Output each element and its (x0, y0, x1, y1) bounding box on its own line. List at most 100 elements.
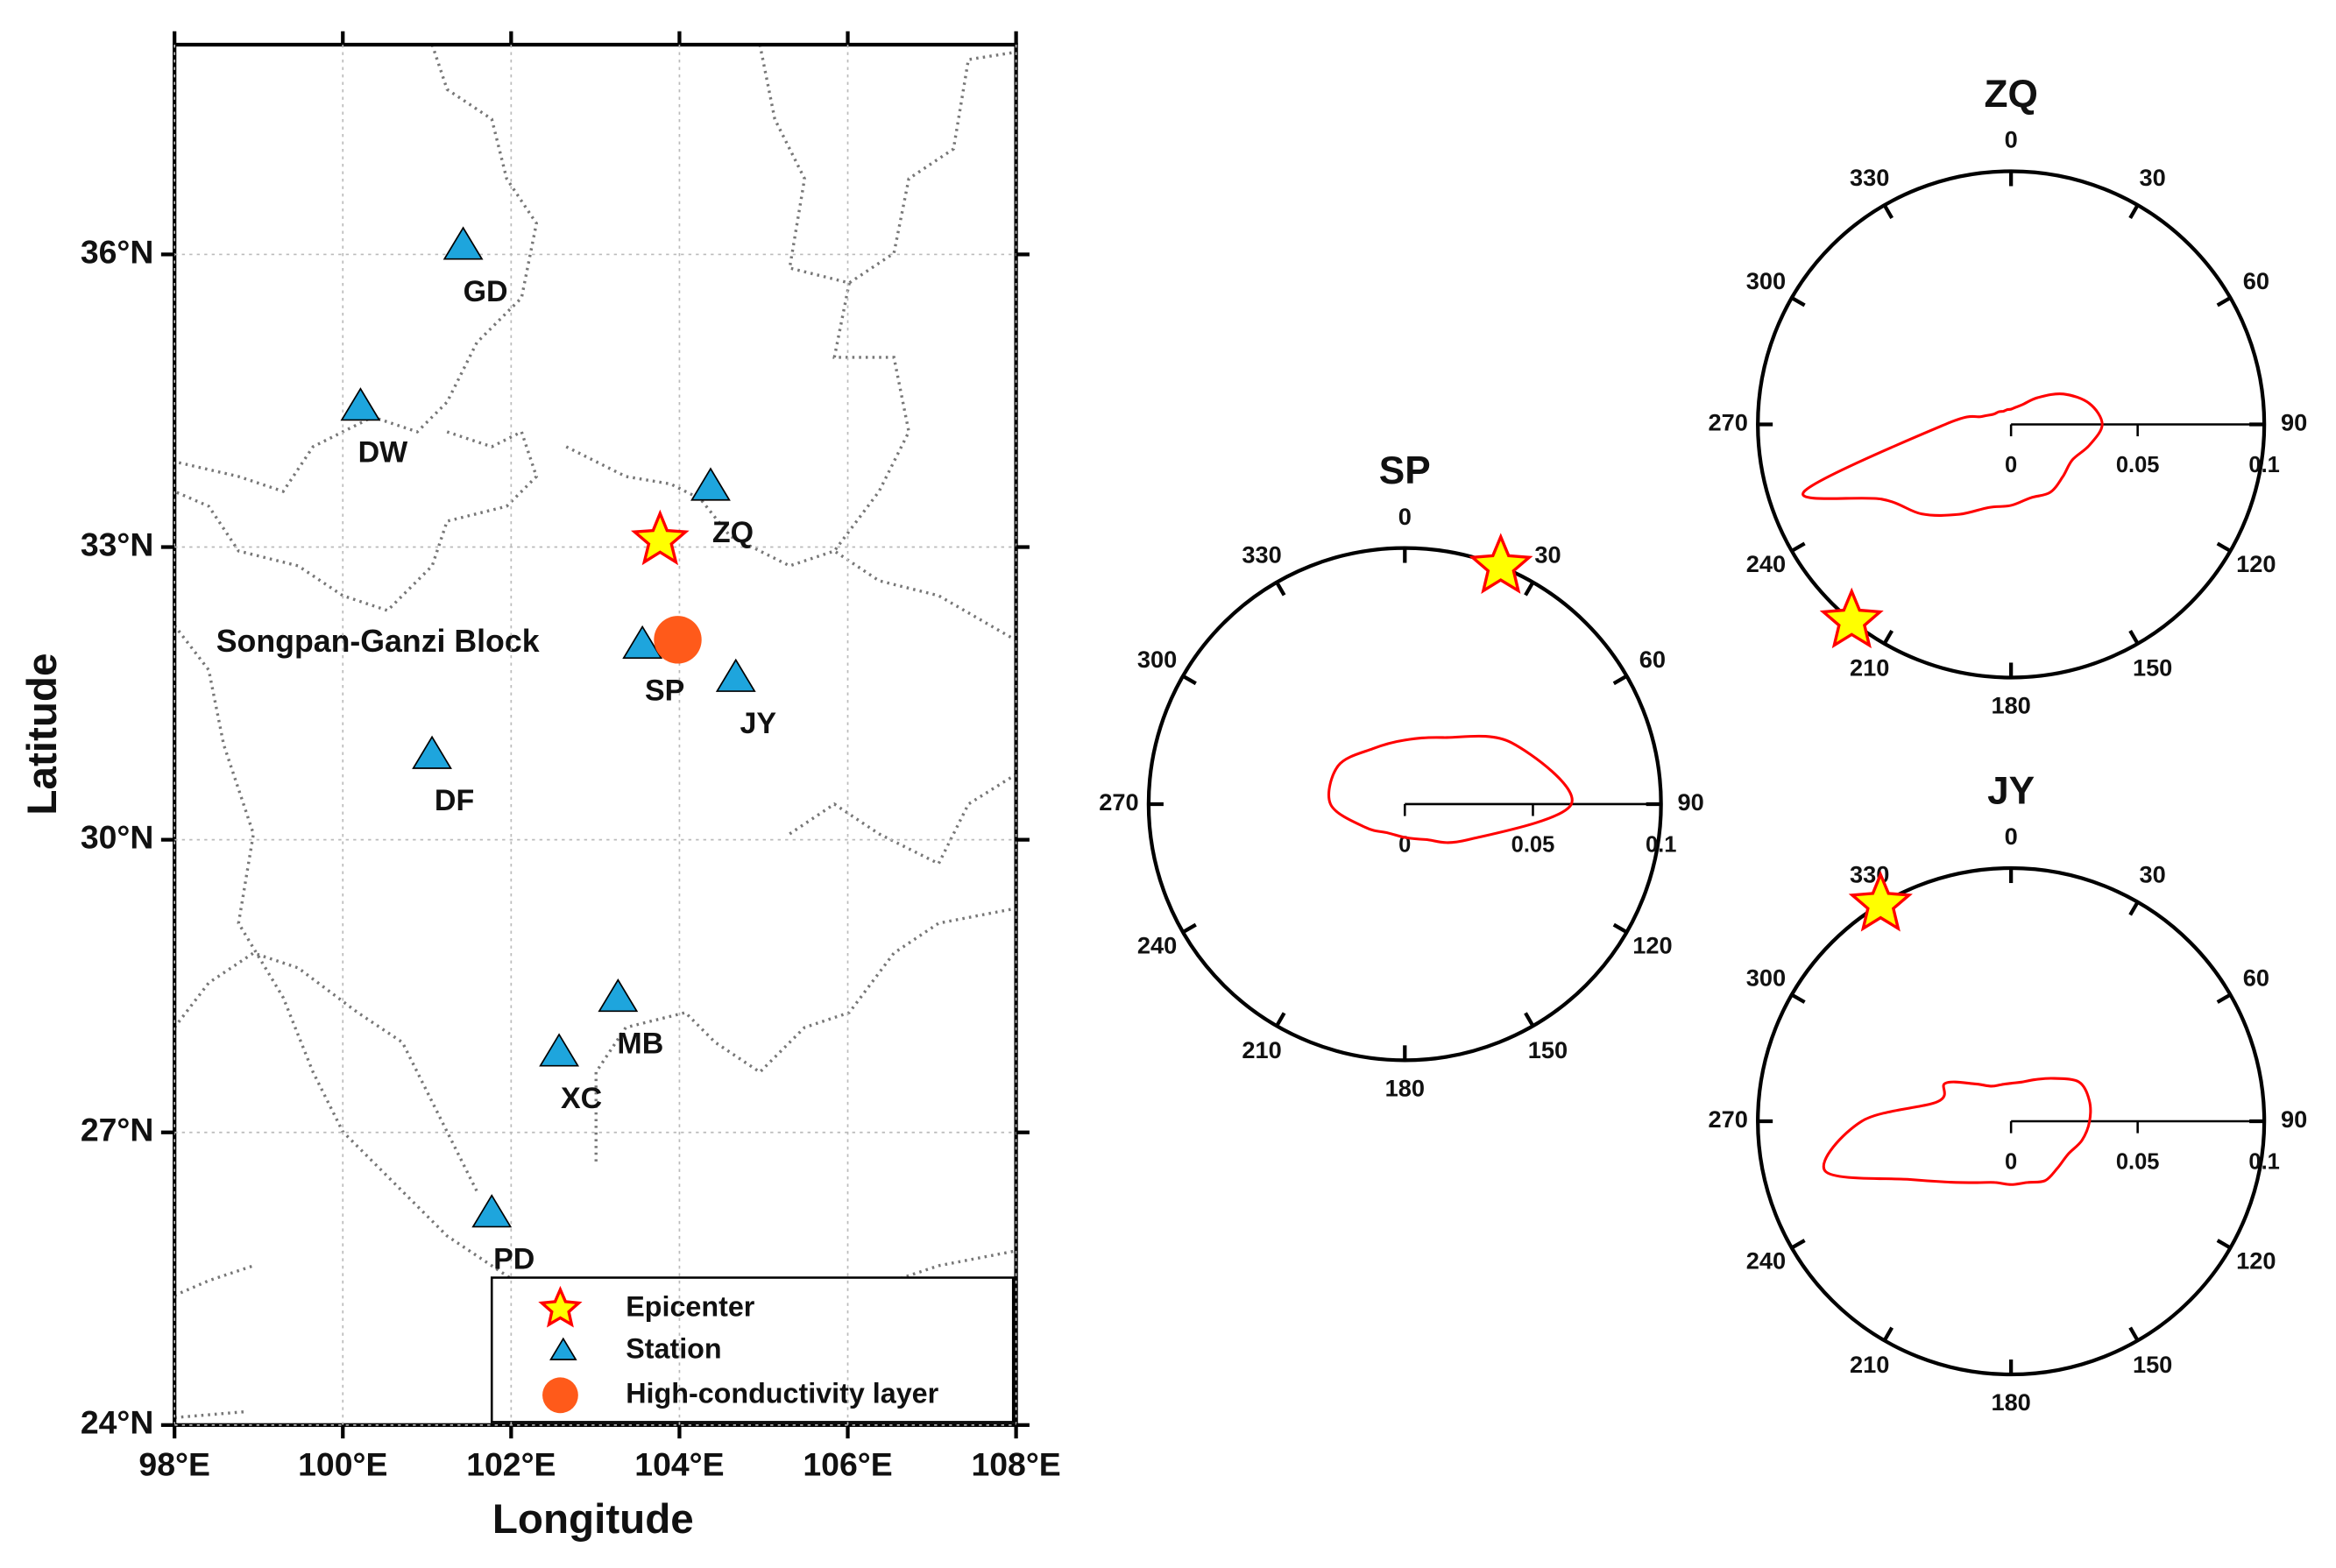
station-label: PD (493, 1243, 534, 1276)
radiation-pattern (1802, 392, 2104, 517)
angle-tick-label: 150 (1528, 1036, 1568, 1063)
angle-tick (1275, 1012, 1286, 1028)
x-axis-label: Longitude (492, 1496, 694, 1543)
angle-tick-label: 240 (1137, 931, 1177, 958)
angle-tick-label: 60 (2243, 964, 2269, 992)
x-tick-label: 108°E (971, 1445, 1060, 1482)
angle-tick-label: 210 (1850, 1351, 1889, 1378)
angle-tick-label: 30 (1534, 540, 1561, 568)
radial-tick-label: 0.1 (2248, 1149, 2279, 1174)
high-conductivity-layer (654, 616, 702, 664)
station (715, 658, 756, 692)
angle-tick (1275, 581, 1286, 597)
radial-tick-label: 0 (2005, 453, 2017, 477)
angle-tick-label: 330 (1242, 540, 1281, 568)
angle-tick-label: 120 (1632, 931, 1672, 958)
station-label: DF (435, 784, 474, 817)
angle-tick-label: 90 (1678, 788, 1704, 816)
y-tick-label: 30°N (81, 818, 154, 855)
epicenter-direction (1469, 533, 1533, 594)
angle-tick-label: 90 (2281, 409, 2307, 436)
angle-tick (1182, 922, 1197, 934)
angle-tick-label: 150 (2133, 653, 2172, 681)
station-label: DW (358, 436, 409, 470)
angle-tick-label: 330 (1850, 164, 1889, 191)
angle-tick (2216, 541, 2232, 553)
angle-tick-label: 300 (1746, 267, 1786, 294)
epicenter-direction (1848, 870, 1913, 932)
province-borders (174, 44, 1016, 1420)
angle-tick-label: 30 (2140, 861, 2166, 888)
station-label: JY (740, 707, 776, 740)
angle-tick (1524, 581, 1535, 597)
angle-tick-label: 210 (1242, 1036, 1281, 1063)
angle-tick-label: 0 (2005, 126, 2018, 153)
region-label: Songpan-Ganzi Block (216, 624, 540, 659)
legend-station-icon (549, 1337, 577, 1360)
radial-tick-label: 0 (2005, 1149, 2017, 1174)
angle-tick (1182, 674, 1197, 686)
angle-tick-label: 0 (1398, 503, 1412, 530)
angle-tick-label: 0 (2005, 823, 2018, 850)
y-tick-label: 27°N (81, 1112, 154, 1148)
polar-title: SP (1379, 449, 1431, 492)
station (539, 1033, 580, 1067)
station (442, 226, 484, 260)
legend-label: Station (626, 1332, 721, 1364)
angle-tick-label: 180 (1991, 1388, 2030, 1416)
angle-tick-label: 30 (2140, 164, 2166, 191)
radial-tick-label: 0.05 (2116, 1149, 2160, 1174)
x-tick-label: 100°E (298, 1445, 387, 1482)
angle-tick (1612, 674, 1628, 686)
station-label: XC (561, 1082, 602, 1115)
x-tick-label: 102°E (466, 1445, 556, 1482)
angle-tick-label: 270 (1708, 409, 1747, 436)
radial-tick-label: 0.05 (1511, 832, 1555, 857)
station-label: SP (645, 674, 684, 707)
angle-tick-label: 300 (1137, 646, 1177, 673)
angle-tick (1612, 922, 1628, 934)
polar-title: ZQ (1984, 73, 2037, 116)
angle-tick-label: 60 (1639, 646, 1666, 673)
angle-tick (1882, 629, 1894, 645)
angle-tick (1524, 1012, 1535, 1028)
radial-tick-label: 0.1 (1646, 832, 1676, 857)
angle-tick-label: 180 (1991, 692, 2030, 719)
angle-tick-label: 300 (1746, 964, 1786, 992)
angle-tick-label: 240 (1746, 1247, 1786, 1275)
map-frame (173, 42, 1018, 1427)
angle-tick (2216, 1239, 2232, 1250)
angle-tick-label: 60 (2243, 267, 2269, 294)
legend-epicenter-icon (538, 1285, 583, 1328)
epicenter (631, 509, 690, 566)
angle-tick (1882, 1326, 1894, 1342)
angle-tick (1790, 296, 1806, 307)
y-axis-label: Latitude (19, 653, 66, 816)
station-label: MB (617, 1027, 663, 1060)
y-tick-label: 24°N (81, 1404, 154, 1441)
x-tick-label: 104°E (634, 1445, 724, 1482)
station (471, 1194, 513, 1228)
x-tick-label: 106°E (803, 1445, 892, 1482)
angle-tick (2216, 296, 2232, 307)
radial-tick-label: 0.05 (2116, 453, 2160, 477)
radiation-pattern (1327, 734, 1574, 844)
angle-tick-label: 270 (1708, 1105, 1747, 1133)
angle-tick-label: 180 (1385, 1075, 1425, 1102)
station (622, 625, 663, 660)
radiation-pattern (1822, 1077, 2092, 1186)
epicenter-direction (1819, 587, 1884, 649)
angle-tick (1790, 1239, 1806, 1250)
station (412, 735, 452, 769)
angle-tick (2128, 901, 2140, 916)
legend-label: High-conductivity layer (626, 1377, 938, 1409)
y-tick-label: 33°N (81, 526, 154, 562)
legend-label: Epicenter (626, 1291, 755, 1323)
x-tick-label: 98°E (138, 1445, 209, 1482)
polar-title: JY (1987, 770, 2035, 813)
radial-tick-label: 0.1 (2248, 453, 2279, 477)
angle-tick-label: 270 (1099, 788, 1138, 816)
angle-tick-label: 120 (2236, 1247, 2276, 1275)
